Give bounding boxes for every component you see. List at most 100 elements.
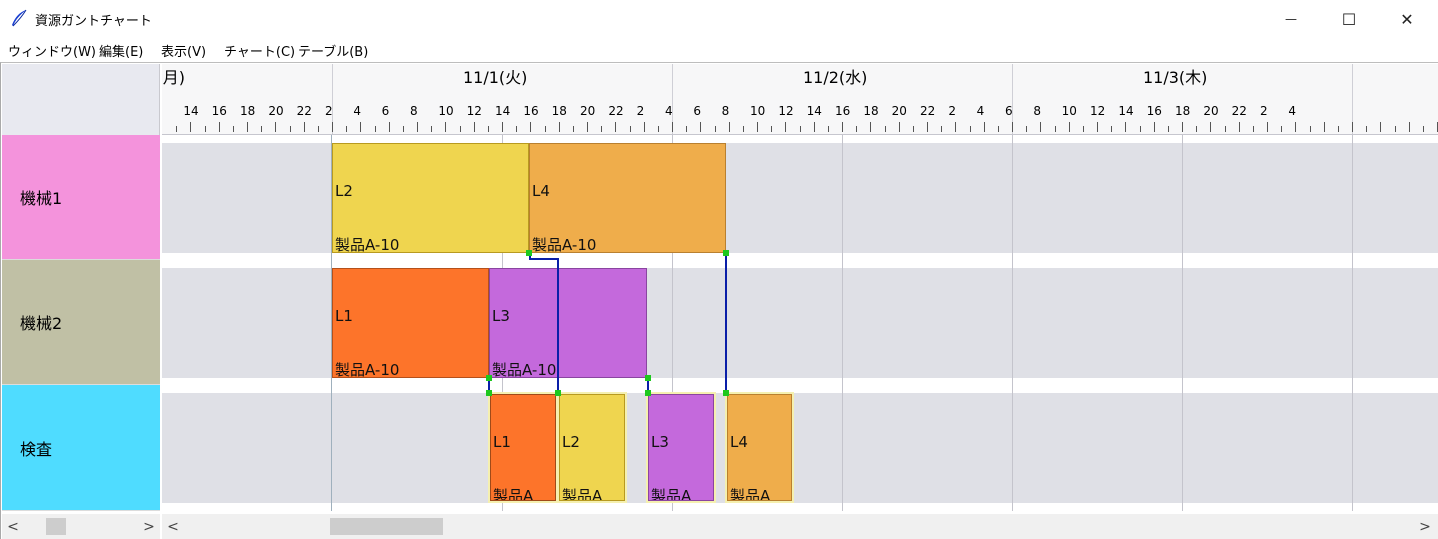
time-tick bbox=[587, 122, 588, 132]
menu-chart[interactable]: チャート(C) bbox=[224, 45, 296, 60]
connector-handle[interactable] bbox=[526, 250, 532, 256]
time-scale-header[interactable]: l(月)11/1(火)11/2(水)11/3(木) 14161820222468… bbox=[162, 64, 1438, 135]
date-label: 11/1(火) bbox=[463, 68, 528, 87]
chevron-right-icon: > bbox=[1419, 518, 1431, 535]
time-tick bbox=[1154, 122, 1155, 132]
maximize-icon: ☐ bbox=[1341, 9, 1357, 29]
scroll-left-button[interactable]: < bbox=[162, 514, 184, 539]
hour-label: 16 bbox=[211, 104, 227, 118]
connector-handle[interactable] bbox=[723, 390, 729, 396]
time-tick bbox=[686, 126, 687, 132]
task-bar[interactable]: L2 製品A-10 5000 bbox=[332, 143, 529, 253]
menu-edit[interactable]: 編集(E) bbox=[99, 45, 144, 60]
grid-line bbox=[842, 135, 843, 511]
time-tick bbox=[1196, 126, 1197, 132]
hour-label: 4 bbox=[353, 104, 361, 118]
connector-handle[interactable] bbox=[555, 390, 561, 396]
task-lot: L2 bbox=[335, 182, 353, 200]
scroll-right-button[interactable]: > bbox=[1414, 514, 1436, 539]
hour-label: 6 bbox=[381, 104, 390, 118]
gantt-chart-area[interactable]: L2 製品A-10 5000 L4 製品A-10 5000 L1 製品A-10 … bbox=[162, 135, 1438, 511]
connector-handle[interactable] bbox=[486, 375, 492, 381]
close-icon: ✕ bbox=[1400, 9, 1414, 29]
time-tick bbox=[927, 122, 928, 132]
resource-row-machine1[interactable]: 機械1 bbox=[2, 135, 160, 260]
time-tick bbox=[375, 126, 376, 132]
grid-line bbox=[1182, 135, 1183, 511]
scrollbar-thumb[interactable] bbox=[330, 518, 443, 535]
maximize-button[interactable]: ☐ bbox=[1320, 0, 1378, 38]
scroll-right-button[interactable]: > bbox=[138, 514, 160, 539]
time-tick bbox=[658, 126, 659, 132]
time-tick bbox=[1026, 126, 1027, 132]
resource-row-machine2[interactable]: 機械2 bbox=[2, 260, 160, 385]
time-tick bbox=[800, 126, 801, 132]
time-tick bbox=[729, 122, 730, 132]
connector-handle[interactable] bbox=[486, 390, 492, 396]
day-separator bbox=[672, 64, 673, 134]
time-tick bbox=[1097, 122, 1098, 132]
menu-view[interactable]: 表示(V) bbox=[161, 45, 207, 60]
task-bar[interactable]: L3 製品A-10 5000 bbox=[489, 268, 647, 378]
feather-icon bbox=[12, 9, 27, 27]
time-tick bbox=[630, 126, 631, 132]
task-lot: L4 bbox=[532, 182, 550, 200]
time-tick bbox=[644, 122, 645, 132]
time-tick bbox=[1324, 122, 1325, 132]
time-tick bbox=[1012, 122, 1013, 132]
scroll-left-button[interactable]: < bbox=[2, 514, 24, 539]
minimize-icon: — bbox=[1285, 12, 1297, 26]
connector-handle[interactable] bbox=[723, 250, 729, 256]
chart-horizontal-scrollbar[interactable]: < > bbox=[162, 514, 1438, 539]
task-bar[interactable]: L2 製品A 5000 bbox=[557, 392, 627, 503]
dependency-connector bbox=[529, 258, 559, 260]
date-label: 11/2(水) bbox=[803, 68, 868, 87]
time-tick bbox=[601, 126, 602, 132]
time-tick bbox=[1380, 122, 1381, 132]
time-tick bbox=[304, 122, 305, 132]
task-bar[interactable]: L1 製品A 5000 bbox=[488, 392, 558, 503]
task-bar[interactable]: L4 製品A 5000 bbox=[725, 392, 794, 503]
scrollbar-thumb[interactable] bbox=[46, 518, 66, 535]
time-tick bbox=[1423, 126, 1424, 132]
resource-row-inspection[interactable]: 検査 bbox=[2, 385, 160, 511]
hour-label: 12 bbox=[1090, 104, 1106, 118]
task-bar[interactable]: L3 製品A 5000 bbox=[646, 392, 716, 503]
hour-label: 4 bbox=[1288, 104, 1296, 118]
time-tick bbox=[1225, 126, 1226, 132]
task-bar[interactable]: L4 製品A-10 5000 bbox=[529, 143, 726, 253]
time-tick bbox=[870, 122, 871, 132]
time-tick bbox=[941, 126, 942, 132]
connector-handle[interactable] bbox=[645, 375, 651, 381]
resource-label: 機械2 bbox=[20, 314, 63, 333]
date-label: l(月) bbox=[162, 68, 185, 87]
task-bar[interactable]: L1 製品A-10 5000 bbox=[332, 268, 489, 378]
current-time-line bbox=[331, 135, 332, 511]
label-horizontal-scrollbar[interactable]: < > bbox=[2, 514, 160, 539]
menu-window[interactable]: ウィンドウ(W) bbox=[8, 45, 96, 60]
time-tick bbox=[814, 122, 815, 132]
minimize-button[interactable]: — bbox=[1262, 0, 1320, 38]
time-tick bbox=[573, 126, 574, 132]
time-tick bbox=[1040, 122, 1041, 132]
task-lot: L4 bbox=[730, 433, 748, 451]
hour-label: 20 bbox=[1203, 104, 1219, 118]
hour-label: 22 bbox=[1231, 104, 1247, 118]
hour-label: 18 bbox=[240, 104, 256, 118]
hour-label: 20 bbox=[891, 104, 907, 118]
time-tick bbox=[715, 126, 716, 132]
time-tick bbox=[233, 126, 234, 132]
grid-line bbox=[1012, 135, 1013, 511]
row-band-inspection bbox=[162, 393, 1438, 503]
time-tick bbox=[955, 122, 956, 132]
time-tick bbox=[1182, 122, 1183, 132]
hour-label: 14 bbox=[1118, 104, 1134, 118]
task-lot: L3 bbox=[492, 307, 510, 325]
header-corner bbox=[2, 64, 160, 135]
menu-table[interactable]: テーブル(B) bbox=[298, 45, 369, 60]
close-button[interactable]: ✕ bbox=[1378, 0, 1436, 38]
task-lot: L3 bbox=[651, 433, 669, 451]
hour-label: 8 bbox=[410, 104, 418, 118]
connector-handle[interactable] bbox=[645, 390, 651, 396]
task-product: 製品A-10 bbox=[335, 236, 400, 253]
